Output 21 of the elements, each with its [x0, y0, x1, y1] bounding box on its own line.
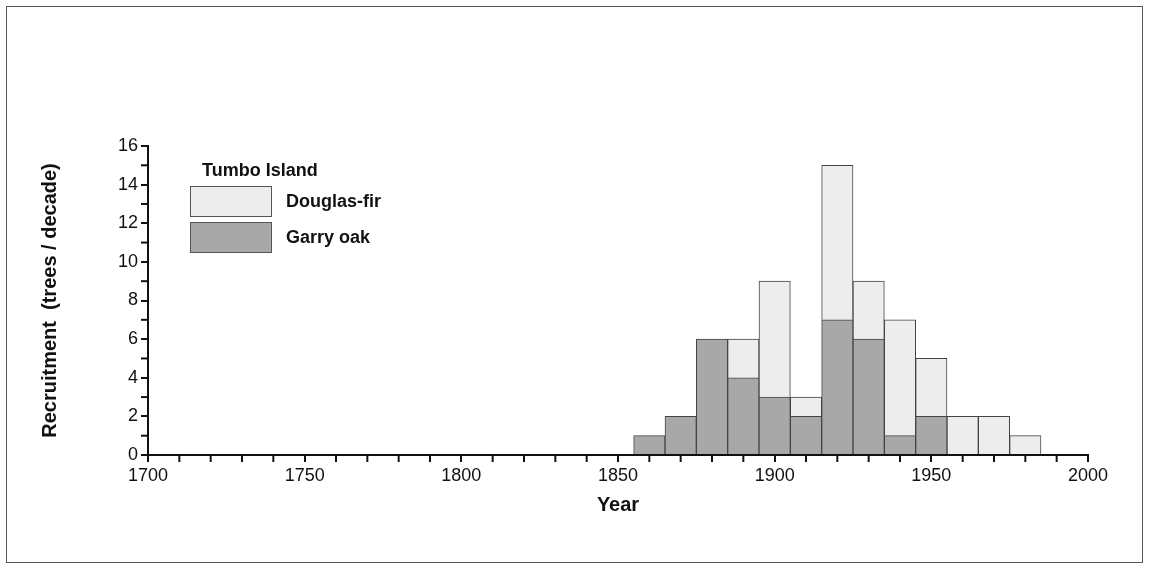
- x-tick-label: 1800: [441, 464, 482, 485]
- y-tick-label: 12: [117, 212, 138, 233]
- y-axis-title: Recruitment (trees / decade): [37, 163, 60, 438]
- y-tick-label: 16: [117, 134, 138, 155]
- legend-label: Garry oak: [286, 226, 371, 248]
- y-tick-label: 8: [127, 289, 138, 310]
- x-tick-label: 1950: [911, 464, 952, 485]
- legend-title: Tumbo Island: [202, 160, 319, 181]
- x-tick-label: 1850: [597, 464, 639, 485]
- y-tick-label: 10: [117, 250, 138, 271]
- legend-label: Douglas-fir: [286, 190, 382, 212]
- x-axis-title: Year: [596, 492, 640, 515]
- x-tick-label: 2000: [1067, 464, 1109, 485]
- y-tick-label: 4: [127, 366, 138, 387]
- x-tick-label: 1750: [284, 464, 325, 485]
- x-tick-label: 1700: [127, 464, 169, 485]
- y-tick-label: 2: [127, 405, 138, 426]
- y-tick-label: 6: [127, 328, 138, 349]
- y-tick-label: 14: [117, 173, 138, 194]
- x-tick-label: 1900: [754, 464, 795, 485]
- y-tick-label: 0: [127, 443, 138, 464]
